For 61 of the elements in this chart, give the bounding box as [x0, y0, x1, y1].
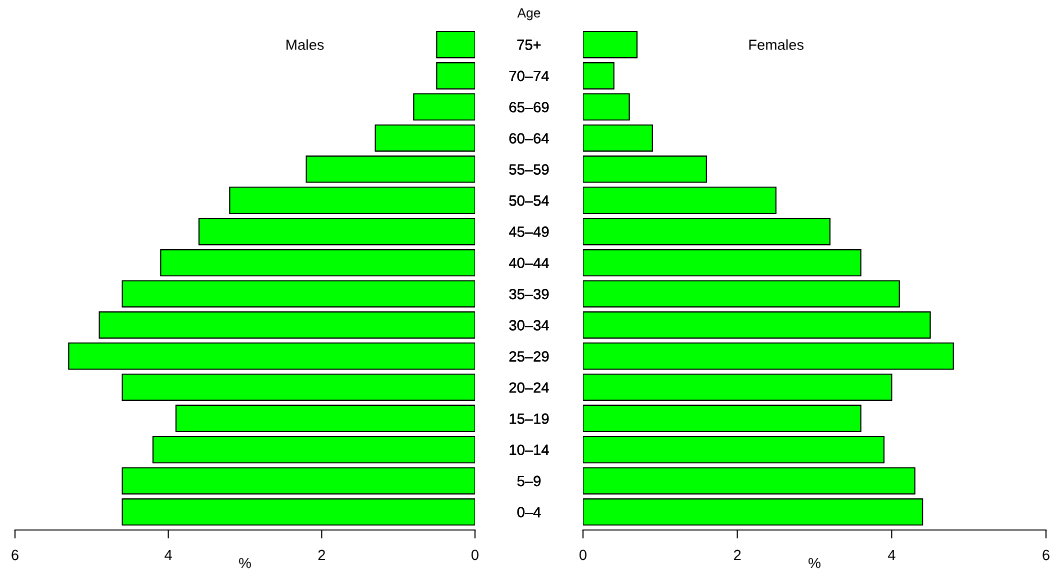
bar: [583, 404, 862, 433]
bar: [583, 124, 654, 152]
y-tick-label: 15–19: [509, 413, 549, 424]
bar: [121, 498, 475, 526]
x-tick-label: 0: [579, 549, 587, 561]
y-tick-label: 70–74: [509, 70, 549, 82]
bar: [583, 498, 924, 526]
x-tick-label: 4: [887, 549, 896, 561]
bar: [121, 467, 475, 495]
bar: [98, 311, 475, 339]
text: Females: [749, 39, 804, 50]
text: Males: [286, 39, 324, 50]
bar: [436, 62, 475, 90]
bar: [583, 30, 638, 59]
y-tick-label: 10–14: [509, 444, 549, 456]
y-tick-label: 75+: [517, 39, 541, 51]
bar: [413, 93, 475, 121]
bar: [68, 342, 475, 370]
bar: [374, 124, 475, 152]
bar: [583, 311, 931, 339]
x-tick-label: 2: [734, 549, 741, 561]
x-tick-label: 6: [1042, 549, 1050, 561]
y-tick-label: 60–64: [509, 133, 549, 144]
bar: [583, 62, 615, 90]
x-tick-label: 4: [164, 549, 172, 561]
y-tick-label: 25–29: [509, 351, 549, 362]
bar: [583, 249, 862, 277]
y-tick-label: 50–54: [509, 195, 549, 206]
x-axis-title: %: [239, 557, 251, 569]
bar: [583, 280, 900, 308]
bar: [583, 342, 954, 370]
y-tick-label: 35–39: [509, 288, 549, 300]
bar: [121, 373, 475, 401]
bar: [583, 217, 831, 246]
y-tick-label: 40–44: [509, 257, 549, 269]
bar: [436, 30, 475, 59]
bar: [175, 404, 475, 433]
bar: [583, 93, 630, 121]
x-tick-label: 6: [11, 549, 19, 561]
bar: [198, 217, 475, 246]
y-tick-label: 0–4: [517, 507, 541, 518]
bar: [305, 155, 475, 183]
x-tick-label: 2: [318, 549, 325, 561]
bar: [583, 373, 893, 401]
x-axis-title: %: [808, 557, 821, 569]
y-tick-label: 20–24: [509, 382, 549, 393]
y-tick-label: 55–59: [509, 164, 549, 175]
y-tick-label: 45–49: [509, 226, 549, 237]
bar: [152, 435, 475, 464]
bar: [583, 186, 777, 215]
x-tick-label: 0: [471, 549, 479, 561]
bar: [583, 467, 916, 495]
y-axis-title: Age: [517, 8, 541, 21]
bar: [583, 435, 885, 464]
bar: [229, 186, 475, 215]
y-tick-label: 5–9: [517, 475, 541, 487]
bar: [160, 249, 475, 277]
bar: [121, 280, 475, 308]
bar: [583, 155, 708, 183]
y-tick-label: 30–34: [509, 320, 549, 331]
y-tick-label: 65–69: [509, 101, 549, 113]
